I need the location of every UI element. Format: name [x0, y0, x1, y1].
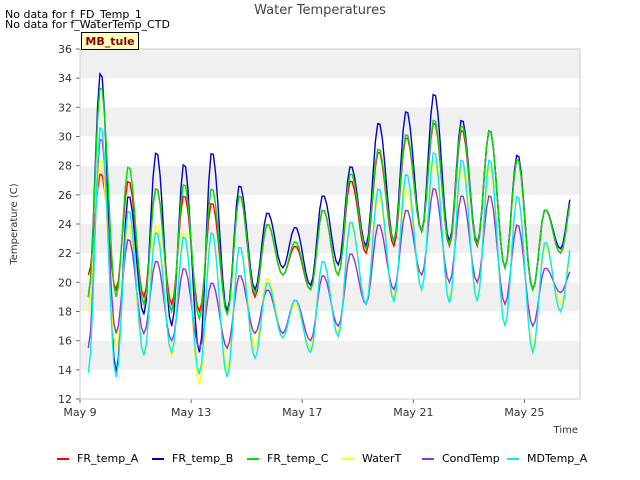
y-tick-label: 12 [58, 393, 72, 406]
grid-band [80, 107, 580, 137]
legend-label: WaterT [362, 452, 402, 465]
legend-label: CondTemp [442, 452, 500, 465]
y-axis-label: Temperature (C) [9, 183, 20, 265]
x-tick-label: May 9 [63, 406, 96, 419]
x-tick-label: May 13 [171, 406, 211, 419]
grid-band [80, 311, 580, 341]
legend-item-fr-temp-c: FR_temp_C [247, 452, 328, 465]
y-tick-label: 24 [58, 218, 72, 231]
legend-swatch [342, 458, 354, 460]
y-tick-label: 28 [58, 160, 72, 173]
series-line-condtemp [87, 138, 571, 350]
grid-band [80, 78, 580, 108]
y-tick-label: 36 [58, 43, 72, 56]
no-data-note-2: No data for f_WaterTemp_CTD [5, 18, 170, 31]
series-lines [87, 71, 571, 385]
legend-item-fr-temp-a: FR_temp_A [57, 452, 138, 465]
legend-swatch [152, 458, 164, 460]
y-tick-label: 26 [58, 189, 72, 202]
x-tick-label: May 21 [393, 406, 433, 419]
grid-band [80, 136, 580, 166]
grid-band [80, 340, 580, 370]
plot-frame [79, 48, 581, 400]
x-axis-ticks: May 9 May 13 May 17 May 21 May 25 [63, 399, 545, 419]
legend-label: FR_temp_A [77, 452, 139, 465]
series-line-mdtemp-a [87, 126, 571, 378]
y-tick-label: 30 [58, 131, 72, 144]
y-tick-label: 18 [58, 306, 72, 319]
y-tick-label: 34 [58, 72, 72, 85]
y-tick-label: 20 [58, 276, 72, 289]
y-tick-label: 32 [58, 101, 72, 114]
no-data-note-1: No data for f_FD_Temp_1 [5, 8, 142, 21]
grid-band [80, 49, 580, 79]
grid-band [80, 194, 580, 224]
y-tick-label: 14 [58, 364, 72, 377]
chart-title: Water Temperatures [254, 3, 386, 18]
y-tick-label: 22 [58, 247, 72, 260]
legend: FR_temp_A FR_temp_B FR_temp_C WaterT Con… [0, 452, 640, 470]
legend-label: FR_temp_C [267, 452, 329, 465]
x-tick-label: May 25 [504, 406, 544, 419]
legend-swatch [57, 458, 69, 460]
legend-label: FR_temp_B [172, 452, 234, 465]
legend-item-fr-temp-b: FR_temp_B [152, 452, 233, 465]
x-axis-label: Time [553, 425, 578, 436]
series-line-fr-temp-c [87, 87, 571, 322]
legend-item-mdtemp-a: MDTemp_A [507, 452, 587, 465]
legend-swatch [422, 458, 434, 460]
legend-item-watert: WaterT [342, 452, 401, 465]
legend-item-condtemp: CondTemp [422, 452, 500, 465]
x-tick-label: May 17 [282, 406, 322, 419]
legend-swatch [507, 458, 519, 460]
legend-swatch [247, 458, 259, 460]
y-tick-label: 16 [58, 335, 72, 348]
y-axis-ticks: 12 14 16 18 20 22 24 26 28 30 32 34 36 [58, 43, 80, 406]
grid-band [80, 369, 580, 399]
legend-label: MDTemp_A [527, 452, 588, 465]
site-tag: MB_tule [81, 32, 139, 50]
